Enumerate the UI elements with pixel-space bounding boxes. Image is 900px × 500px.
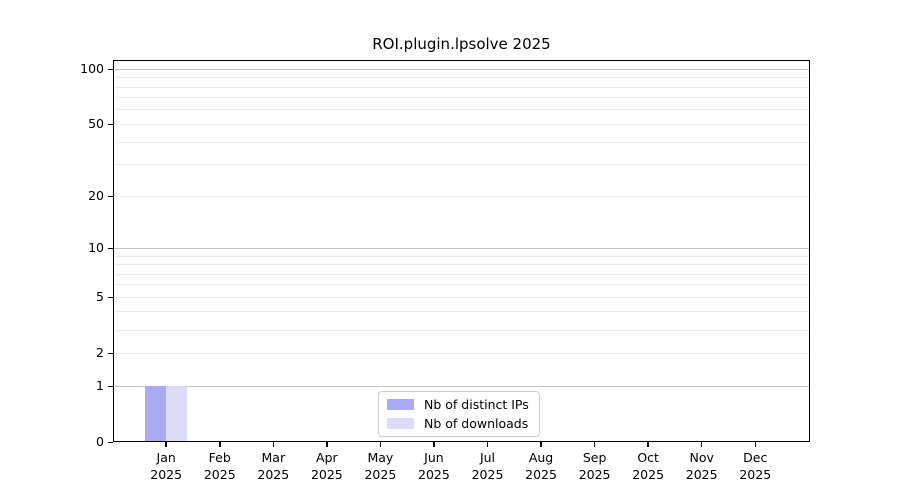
x-tick [272, 442, 275, 447]
legend: Nb of distinct IPs Nb of downloads [378, 391, 540, 437]
legend-label-downloads: Nb of downloads [424, 416, 529, 431]
chart-title: ROI.plugin.lpsolve 2025 [372, 35, 551, 53]
x-tick-label: Oct 2025 [620, 449, 676, 483]
minor-gridline [114, 164, 809, 165]
minor-gridline [114, 77, 809, 78]
x-tick [379, 442, 382, 447]
x-tick-label: Jul 2025 [460, 449, 516, 483]
y-tick [108, 296, 113, 299]
x-tick-label-line: Jul [479, 450, 496, 465]
minor-gridline [114, 87, 809, 88]
x-tick-label: Dec 2025 [727, 449, 783, 483]
minor-gridline [114, 353, 809, 354]
y-tick-label: 10 [88, 240, 104, 256]
x-tick [540, 442, 542, 447]
y-tick [108, 385, 113, 387]
minor-gridline [114, 124, 809, 125]
x-tick-label-line: Aug [528, 450, 554, 465]
x-tick-label: Nov 2025 [674, 449, 730, 483]
y-tick-label: 2 [96, 345, 104, 361]
minor-gridline [114, 330, 809, 331]
x-tick [326, 442, 328, 447]
x-tick [647, 442, 649, 447]
minor-gridline [114, 256, 809, 257]
y-tick-label: 100 [80, 61, 104, 77]
x-tick-label: Jan 2025 [138, 449, 194, 483]
y-tick [108, 123, 113, 126]
x-tick-label-line: Jun [424, 450, 444, 465]
minor-gridline [114, 311, 809, 312]
minor-gridline [114, 142, 809, 143]
x-tick-label-line: 2025 [685, 467, 718, 482]
minor-gridline [114, 274, 809, 275]
bar-distinct-ips [145, 386, 167, 442]
x-tick [593, 442, 596, 447]
major-gridline [114, 386, 809, 387]
minor-gridline [114, 264, 809, 265]
major-gridline [114, 248, 809, 249]
minor-gridline [114, 297, 809, 298]
x-tick-label-line: 2025 [578, 467, 611, 482]
minor-gridline [114, 284, 809, 285]
legend-item-downloads: Nb of downloads [387, 416, 529, 431]
x-tick-label-line: Feb [208, 450, 231, 465]
y-tick-label: 0 [96, 434, 104, 449]
y-tick-label: 5 [96, 289, 104, 305]
x-tick [754, 442, 756, 447]
x-tick-label-line: Sep [582, 450, 607, 465]
y-tick-label: 1 [96, 378, 104, 393]
x-tick-label-line: Oct [637, 450, 659, 465]
x-tick-label: Mar 2025 [245, 449, 301, 483]
x-tick-label-line: 2025 [310, 467, 343, 482]
x-tick-label-line: Dec [743, 450, 768, 465]
x-tick [433, 442, 435, 447]
x-tick [165, 442, 167, 447]
minor-gridline [114, 97, 809, 98]
x-tick-label-line: 2025 [632, 467, 665, 482]
x-tick-label-line: 2025 [203, 467, 236, 482]
x-tick-label-line: 2025 [471, 467, 504, 482]
x-tick [219, 442, 221, 447]
major-gridline [114, 69, 809, 70]
x-tick-label: Aug 2025 [513, 449, 569, 483]
legend-swatch-downloads [387, 418, 414, 429]
x-tick-label-line: 2025 [739, 467, 772, 482]
legend-item-distinct-ips: Nb of distinct IPs [387, 397, 529, 412]
x-tick-label-line: 2025 [364, 467, 397, 482]
y-tick [108, 352, 113, 355]
x-tick [700, 442, 703, 447]
legend-swatch-distinct-ips [387, 399, 414, 410]
x-tick-label-line: 2025 [525, 467, 557, 482]
x-tick-label: Apr 2025 [299, 449, 355, 483]
minor-gridline [114, 196, 809, 197]
y-tick [108, 441, 113, 443]
x-tick-label-line: Mar [261, 450, 286, 465]
x-tick-label-line: 2025 [418, 467, 450, 482]
minor-gridline [114, 109, 809, 110]
x-tick-label-line: 2025 [150, 467, 183, 482]
legend-label-distinct-ips: Nb of distinct IPs [424, 397, 529, 412]
y-tick [108, 195, 113, 198]
y-tick-label: 50 [88, 116, 104, 132]
x-tick-label-line: 2025 [257, 467, 290, 482]
x-tick-label-line: Jan [156, 450, 176, 465]
y-tick [108, 68, 113, 71]
x-tick-label-line: Nov [689, 450, 714, 465]
plot-area [113, 60, 810, 442]
y-tick [108, 247, 113, 250]
x-tick [486, 442, 489, 447]
y-tick-label: 20 [88, 188, 104, 204]
x-tick-label-line: May [367, 450, 394, 465]
x-tick-label-line: Apr [316, 450, 338, 465]
x-tick-label: Sep 2025 [567, 449, 623, 483]
x-tick-label: Feb 2025 [192, 449, 248, 483]
x-tick-label: May 2025 [352, 449, 408, 483]
x-tick-label: Jun 2025 [406, 449, 462, 483]
bar-downloads [166, 386, 188, 442]
